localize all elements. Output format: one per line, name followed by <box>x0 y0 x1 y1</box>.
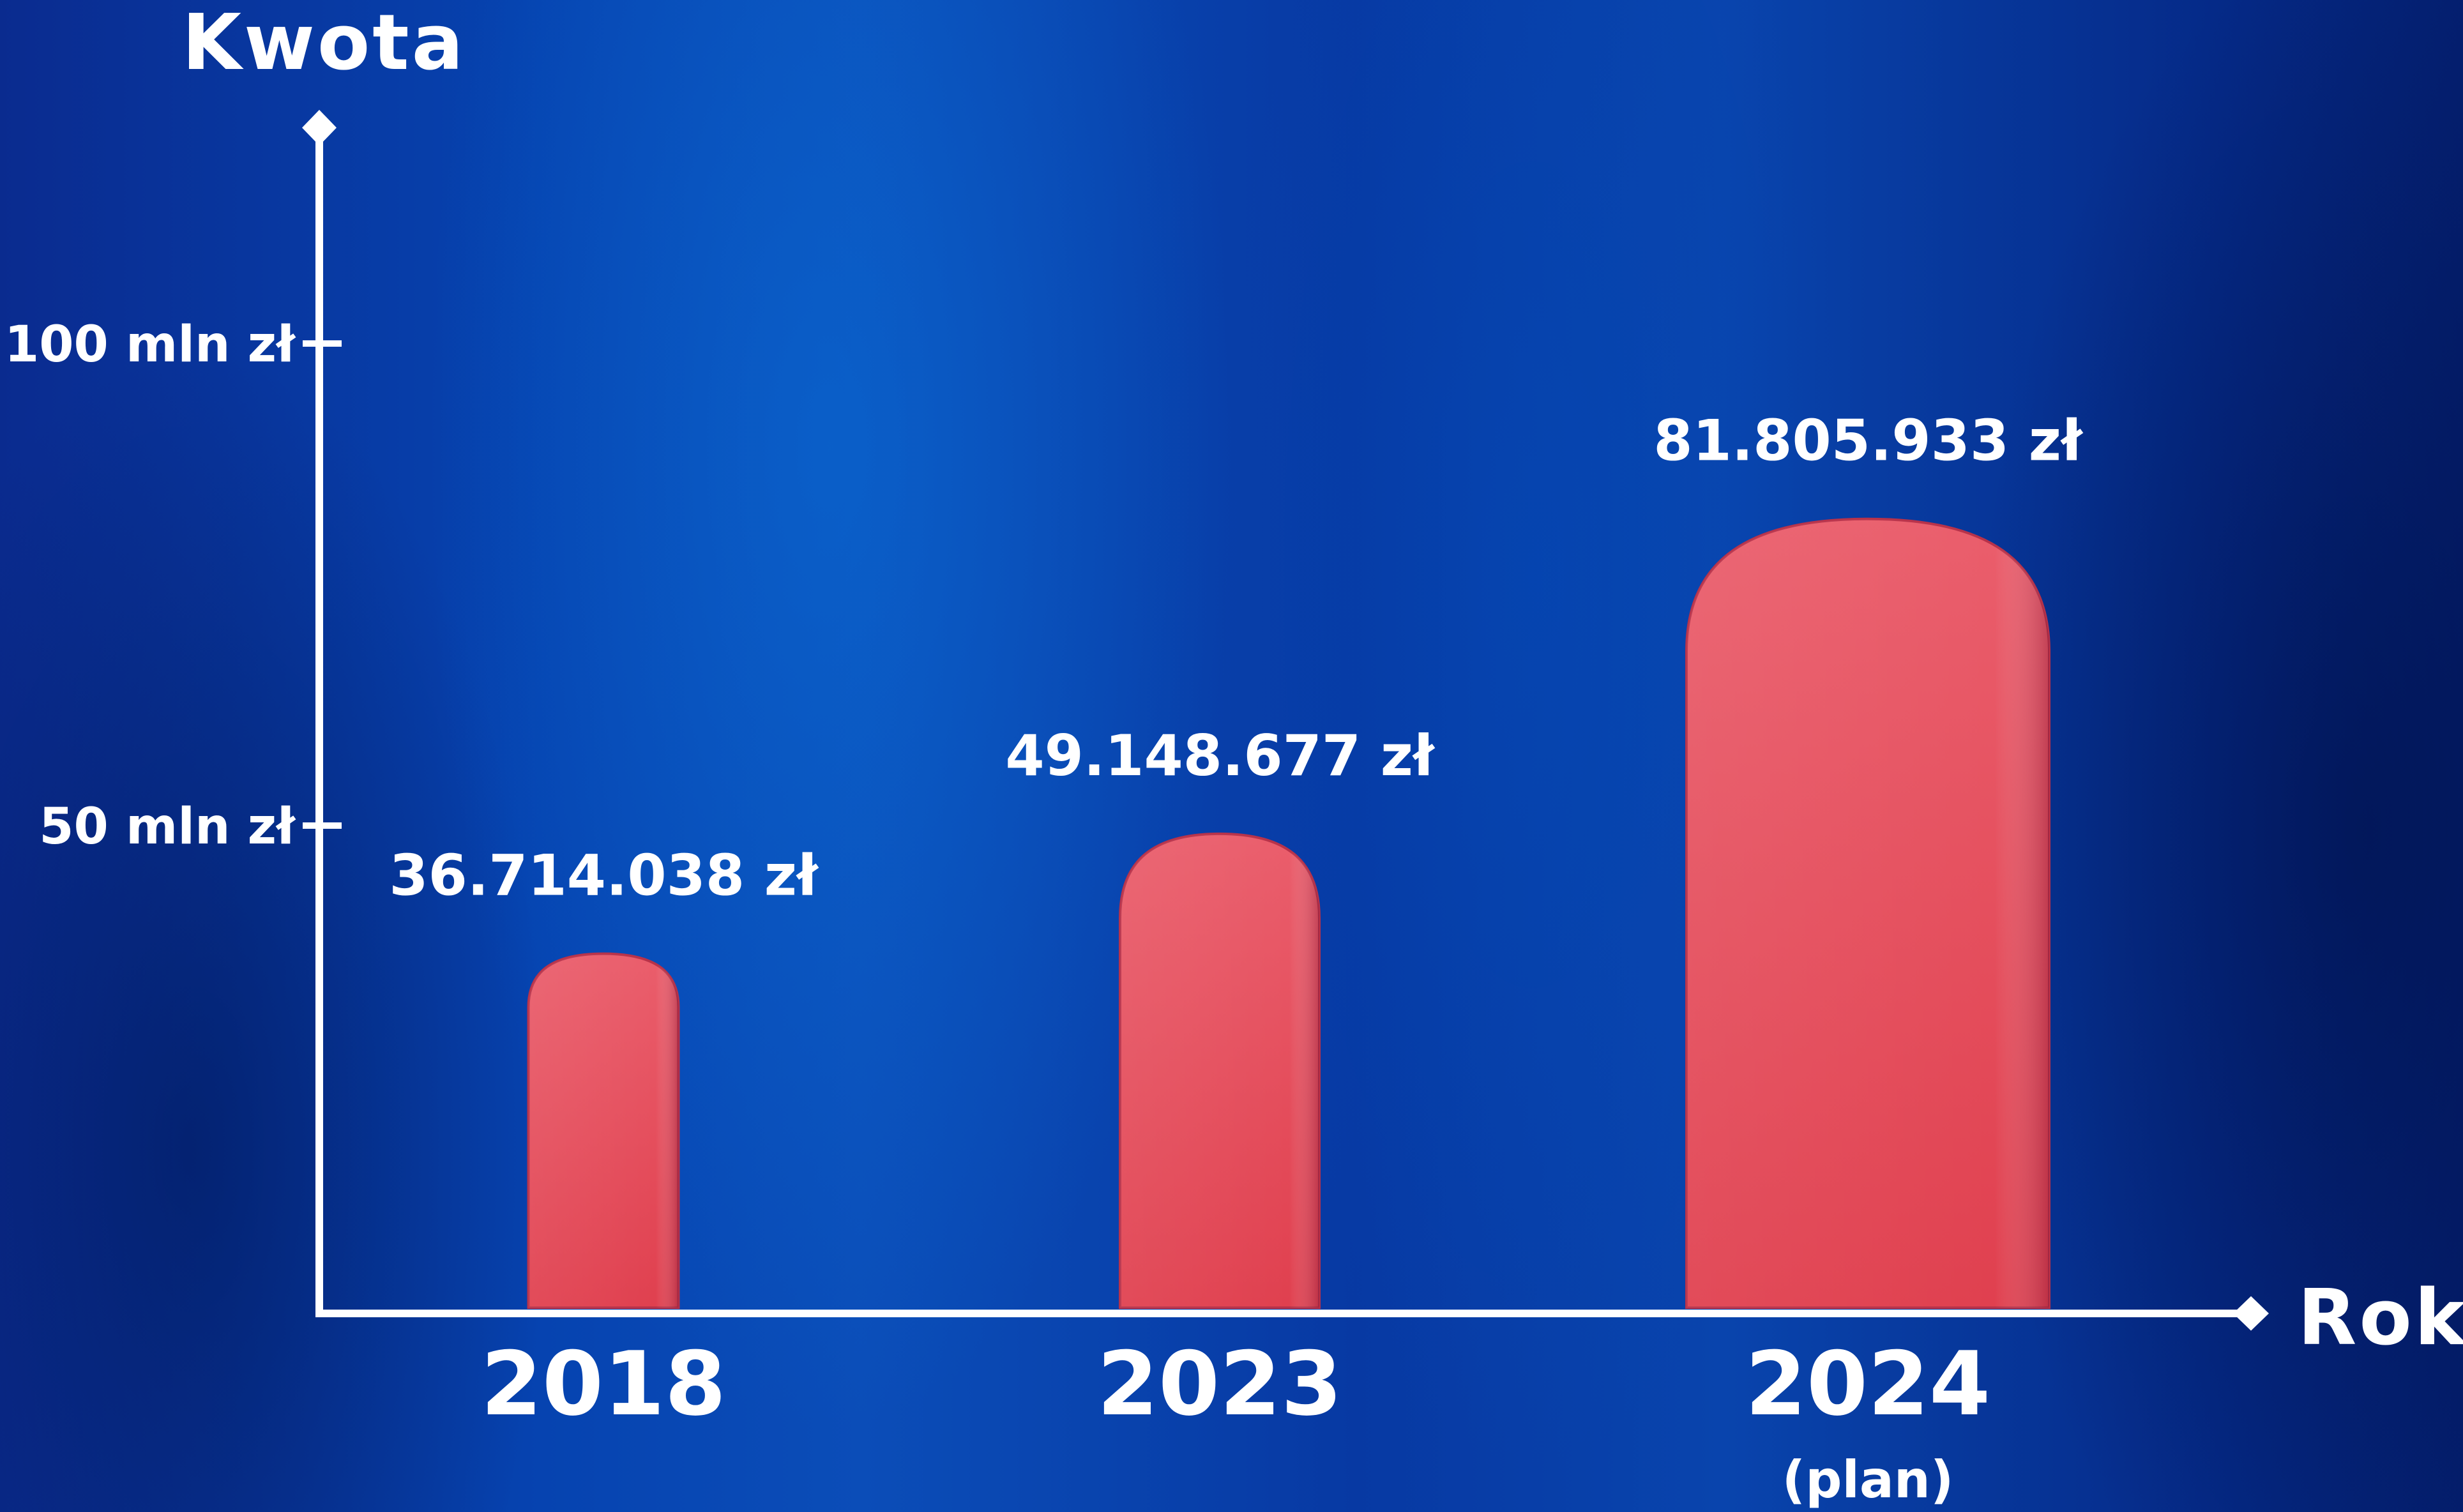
x-axis-title: Rok <box>2298 1274 2463 1363</box>
y-axis-title: Kwota <box>182 0 466 87</box>
data-label-2023: 49.148.677 zł <box>1005 723 1436 789</box>
x-category-label: 2024 <box>1745 1333 1990 1435</box>
x-category-label: 2023 <box>1097 1333 1342 1435</box>
x-category-note: (plan) <box>1782 1450 1954 1509</box>
bars <box>527 517 2050 1309</box>
y-ticks: 50 mln zł 100 mln zł <box>4 316 342 856</box>
data-label-2018: 36.714.038 zł <box>389 843 819 909</box>
bar-shading <box>1686 518 2049 1308</box>
data-labels: 36.714.038 zł 49.148.677 zł 81.805.933 zł <box>389 408 2084 909</box>
y-tick-label: 50 mln zł <box>39 798 296 856</box>
bar-shading <box>528 953 679 1308</box>
x-category-label: 2018 <box>481 1333 726 1435</box>
y-tick-label: 100 mln zł <box>4 316 296 374</box>
category-labels: 2018 2023 2024 (plan) <box>481 1333 1990 1509</box>
bar-shading <box>1120 833 1319 1308</box>
y-axis-arrow-diamond <box>302 110 337 146</box>
data-label-2024: 81.805.933 zł <box>1653 408 2084 474</box>
x-axis-arrow-diamond <box>2233 1296 2269 1331</box>
